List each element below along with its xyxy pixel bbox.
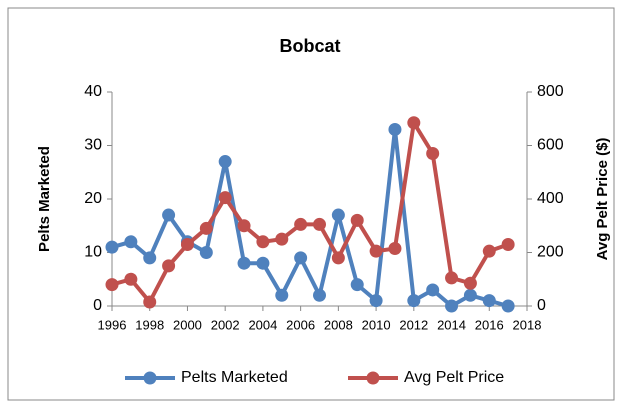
y-tick-label: 30 — [84, 137, 102, 154]
data-point — [445, 271, 459, 285]
data-point — [237, 219, 251, 233]
data-point — [388, 122, 402, 136]
data-point — [256, 235, 270, 249]
chart-border — [7, 7, 615, 401]
y-tick-label: 10 — [84, 244, 102, 261]
x-tick-label: 2014 — [437, 317, 466, 332]
legend-label: Pelts Marketed — [181, 369, 288, 386]
x-tick-label: 2010 — [362, 317, 391, 332]
y2-tick-label: 800 — [537, 83, 564, 100]
x-tick-label: 2004 — [248, 317, 277, 332]
y-tick-label: 40 — [84, 83, 102, 100]
x-tick-label: 1998 — [135, 317, 164, 332]
data-point — [105, 278, 119, 292]
data-point — [199, 246, 213, 259]
legend-label: Avg Pelt Price — [404, 369, 504, 386]
y2-tick-label: 600 — [537, 137, 564, 154]
data-point — [275, 288, 289, 302]
data-point — [426, 283, 440, 297]
x-tick-label: 2002 — [211, 317, 240, 332]
data-point — [294, 217, 308, 231]
x-tick-label: 2018 — [513, 317, 542, 332]
y-tick-label: 20 — [84, 190, 102, 207]
x-tick-label: 2008 — [324, 317, 353, 332]
y2-tick-label: 400 — [537, 190, 564, 207]
x-tick-label: 1996 — [98, 317, 127, 332]
data-point — [369, 244, 383, 258]
data-point — [426, 147, 440, 161]
data-point — [218, 191, 232, 205]
x-tick-label: 2006 — [286, 317, 315, 332]
legend-marker — [143, 371, 157, 385]
data-point — [482, 244, 496, 258]
data-point — [256, 256, 270, 270]
data-point — [180, 237, 194, 251]
data-point — [199, 221, 213, 235]
x-tick-label: 2000 — [173, 317, 202, 332]
data-point — [218, 155, 232, 169]
data-point — [162, 208, 176, 222]
data-point — [407, 116, 421, 130]
data-point — [237, 256, 251, 270]
data-point — [143, 295, 157, 309]
data-point — [350, 213, 364, 227]
data-point — [388, 241, 402, 255]
data-point — [407, 294, 421, 308]
series-line — [111, 127, 509, 308]
data-point — [162, 259, 176, 273]
series-line — [111, 120, 509, 304]
y-tick-label: 0 — [93, 297, 102, 314]
data-point — [331, 251, 345, 265]
data-point — [482, 294, 496, 308]
legend-marker — [366, 371, 380, 385]
data-point — [313, 217, 326, 231]
data-point — [313, 288, 326, 302]
data-point — [105, 240, 119, 254]
x-tick-label: 2012 — [399, 317, 428, 332]
data-point — [275, 232, 289, 246]
data-point — [124, 235, 138, 249]
data-point — [463, 276, 477, 290]
data-point — [463, 288, 477, 302]
data-point — [369, 294, 383, 308]
data-point — [445, 299, 459, 313]
data-point — [350, 278, 364, 292]
y-axis-title: Pelts Marketed — [36, 146, 53, 252]
data-point — [124, 272, 138, 286]
data-point — [143, 251, 157, 265]
data-point — [501, 237, 515, 251]
data-point — [501, 299, 515, 313]
y2-axis-title: Avg Pelt Price ($) — [594, 138, 611, 261]
chart-title: Bobcat — [279, 36, 340, 56]
data-point — [294, 251, 308, 265]
y2-tick-label: 200 — [537, 244, 564, 261]
data-point — [331, 208, 345, 222]
x-tick-label: 2016 — [475, 317, 504, 332]
y2-tick-label: 0 — [537, 297, 546, 314]
